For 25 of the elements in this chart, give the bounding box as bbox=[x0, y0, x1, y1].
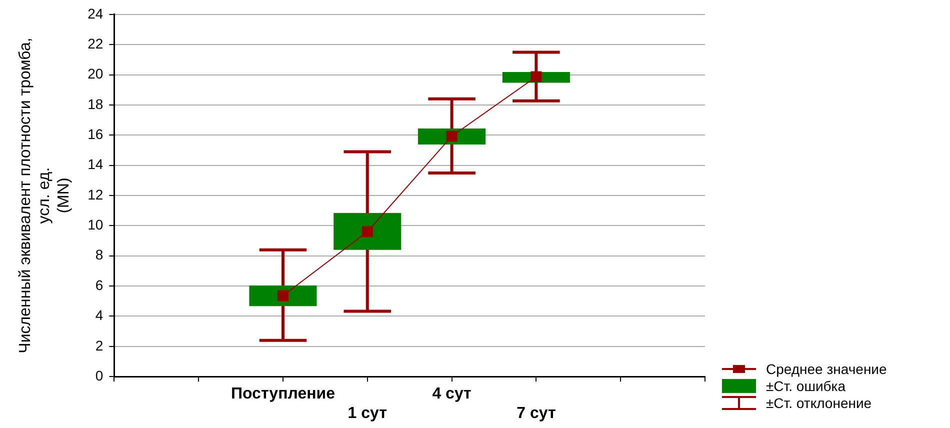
x-tick-label: 4 сут bbox=[432, 386, 472, 403]
y-tick-label: 4 bbox=[95, 307, 104, 324]
y-tick-label: 18 bbox=[88, 96, 104, 112]
y-tick-label: 8 bbox=[95, 246, 104, 263]
point bbox=[530, 71, 542, 82]
y-tick-label: 20 bbox=[88, 66, 104, 82]
y-tick-label: 24 bbox=[88, 5, 104, 22]
x-tick-label: Поступление bbox=[230, 386, 336, 403]
y-tick-label: 10 bbox=[88, 216, 104, 233]
point bbox=[278, 290, 288, 302]
y-tick-label: 16 bbox=[88, 126, 104, 142]
x-tick-label: 7 сут bbox=[516, 404, 556, 422]
text: ±Ст. отклонение bbox=[766, 394, 872, 410]
point bbox=[362, 226, 373, 238]
y-axis-title: Численный эквивалент плотности тромба, усл. ед. (MN) bbox=[17, 38, 72, 354]
point bbox=[446, 130, 458, 142]
y-tick-label: 0 bbox=[95, 367, 104, 384]
y-tick-label: 14 bbox=[88, 156, 104, 172]
legend-label: Среднее значение bbox=[766, 360, 887, 376]
y-tick-label: 22 bbox=[88, 35, 104, 52]
x-tick-label: 1 сут bbox=[348, 404, 388, 422]
y-tick-label: 2 bbox=[95, 337, 104, 354]
y-tick-label: 6 bbox=[95, 276, 104, 293]
y-tick-label: 12 bbox=[88, 186, 104, 202]
text: ±Ст. ошибка bbox=[766, 378, 846, 394]
